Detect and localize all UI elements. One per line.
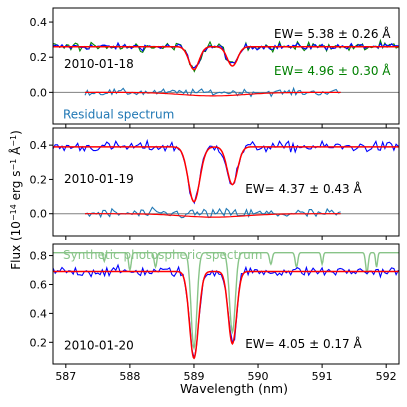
panel-frame — [52, 243, 400, 365]
date-label: 2010-01-20 — [64, 339, 134, 353]
panel-frame — [52, 127, 400, 237]
x-tick-label: 590 — [248, 370, 269, 383]
residual-line — [84, 206, 341, 219]
plot-area — [53, 38, 399, 98]
y-tick-label: 0.4 — [30, 139, 48, 152]
x-tick-label: 592 — [376, 370, 397, 383]
synthetic-spectrum-line — [53, 252, 399, 351]
panels-group: 0.0 0.2 0.4 2010-01-18 EW= 5.38 ± 0.26 Å EW= … — [30, 7, 400, 383]
y-tick-label: 0.2 — [30, 336, 48, 349]
panel-2010-01-20: 0.2 0.4 0.6 0.8 587 588 589 590 591 592 2010-01-20… — [30, 243, 400, 383]
plot-area — [53, 138, 399, 219]
x-tick-label: 591 — [312, 370, 333, 383]
y-tick-label: 0.4 — [30, 16, 48, 29]
y-tick-label: 0.8 — [30, 250, 48, 263]
ew-annotation: EW= 4.05 ± 0.17 Å — [245, 336, 362, 351]
x-tick-label: 588 — [119, 370, 140, 383]
y-tick-label: 0.0 — [30, 208, 48, 221]
panel-2010-01-19: 0.0 0.2 0.4 2010-01-19 EW= 4.37 ± 0.43 Å — [30, 127, 400, 240]
synthetic-spectrum-label: Synthetic photospheric spectrum — [63, 248, 262, 262]
y-tick-label: 0.6 — [30, 278, 48, 291]
ew-annotation: EW= 5.38 ± 0.26 Å — [274, 26, 391, 41]
residual-line — [84, 86, 341, 98]
x-tick-label: 589 — [183, 370, 204, 383]
x-axis-label: Wavelength (nm) — [180, 381, 288, 396]
ew-annotation: EW= 4.37 ± 0.43 Å — [245, 181, 362, 196]
x-tick-label: 587 — [55, 370, 76, 383]
panel-frame — [52, 7, 400, 125]
y-tick-label: 0.4 — [30, 307, 48, 320]
residual-spectrum-label: Residual spectrum — [63, 108, 174, 122]
date-label: 2010-01-18 — [64, 57, 134, 71]
fit-line — [53, 45, 399, 71]
date-label: 2010-01-19 — [64, 172, 134, 186]
y-tick-label: 0.2 — [30, 51, 48, 64]
panel-2010-01-18: 0.0 0.2 0.4 2010-01-18 EW= 5.38 ± 0.26 Å EW= … — [30, 7, 400, 128]
y-tick-label: 0.2 — [30, 173, 48, 186]
fit-line — [53, 146, 399, 203]
residual-fit-line — [85, 91, 341, 97]
ew-annotation: EW= 4.96 ± 0.30 Å — [274, 63, 391, 78]
residual-fit-line — [85, 213, 341, 218]
y-tick-label: 0.0 — [30, 86, 48, 99]
y-axis-label: Flux (10−14 erg s−1 Å−1) — [8, 130, 23, 270]
plot-area — [53, 252, 399, 360]
fit-line — [53, 270, 399, 360]
